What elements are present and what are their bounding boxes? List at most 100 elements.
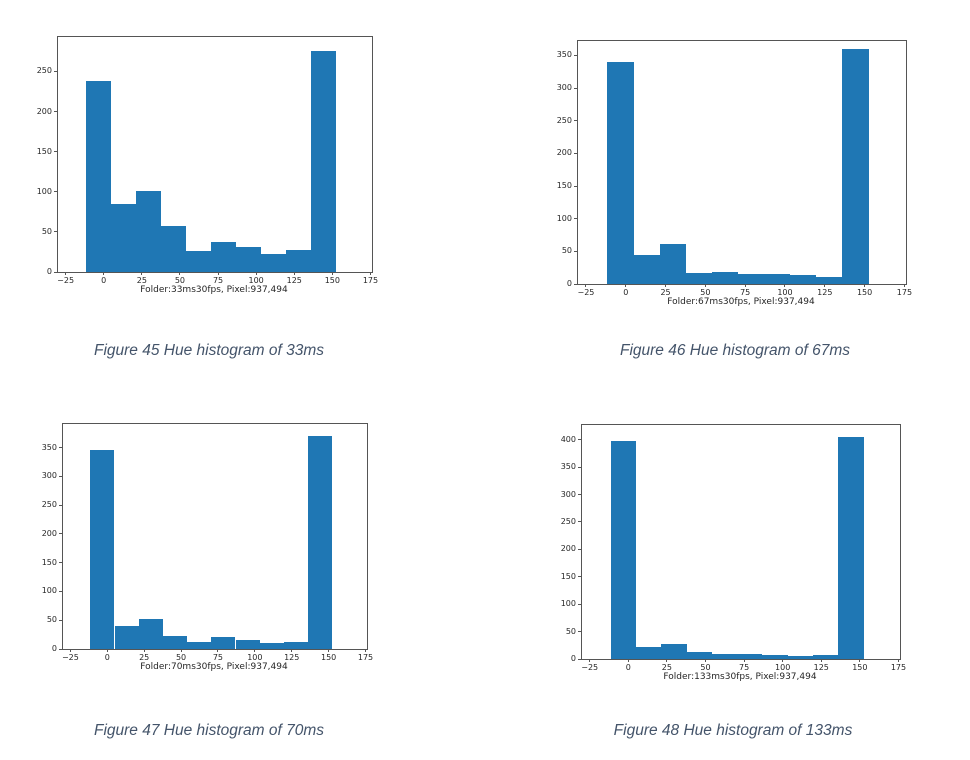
y-tick-mark xyxy=(578,548,581,550)
y-tick-mark xyxy=(574,185,577,187)
histogram-bar xyxy=(261,254,287,272)
x-axis-label-33ms: Folder:33ms30fps, Pixel:937,494 xyxy=(140,285,288,295)
x-tick-mark xyxy=(369,272,371,275)
x-tick-label: 100 xyxy=(777,288,793,297)
y-tick-label: 250 xyxy=(560,516,576,526)
y-tick-mark xyxy=(578,439,581,441)
x-tick-mark xyxy=(69,649,71,652)
histogram-bar xyxy=(607,61,634,284)
y-tick-label: 150 xyxy=(560,571,576,581)
y-tick-mark xyxy=(578,658,581,660)
y-tick-label: 350 xyxy=(556,50,572,60)
x-tick-label: 0 xyxy=(101,276,107,285)
x-axis-label-70ms: Folder:70ms30fps, Pixel:937,494 xyxy=(140,662,288,672)
histogram-bar xyxy=(211,242,237,272)
x-tick-mark xyxy=(627,659,629,662)
x-tick-label: 25 xyxy=(136,276,147,285)
histogram-bar xyxy=(90,449,115,649)
histogram-bar xyxy=(186,251,212,272)
x-tick-label: 0 xyxy=(623,288,629,297)
x-tick-label: −25 xyxy=(57,276,75,285)
x-tick-mark xyxy=(331,272,333,275)
y-tick-label: 100 xyxy=(36,186,52,196)
y-tick-mark xyxy=(59,475,62,477)
histogram-bar xyxy=(286,250,312,272)
figure-caption-45: Figure 45 Hue histogram of 33ms xyxy=(93,342,325,359)
hue-histogram-70ms-plot: 0 50 100 150 200 250 300 350 −25 0 25 50 75 100 125 150… xyxy=(42,423,373,662)
y-tick-label: 300 xyxy=(556,83,572,93)
y-tick-label: 50 xyxy=(41,226,52,236)
x-axis-label-67ms: Folder:67ms30fps, Pixel:937,494 xyxy=(667,297,815,307)
x-tick-label: 125 xyxy=(286,276,302,285)
x-tick-label: 25 xyxy=(139,653,150,662)
x-tick-label: 75 xyxy=(738,663,750,672)
x-tick-label: 150 xyxy=(856,288,873,297)
x-tick-label: 100 xyxy=(247,653,263,662)
x-tick-mark xyxy=(141,272,143,275)
x-tick-mark xyxy=(65,272,67,275)
y-tick-mark xyxy=(59,648,62,650)
x-tick-mark xyxy=(328,649,330,652)
y-tick-label: 250 xyxy=(36,66,52,76)
histogram-bar xyxy=(111,203,137,272)
x-tick-label: 25 xyxy=(661,663,672,672)
x-tick-label: 50 xyxy=(700,663,711,672)
x-axis-label-133ms: Folder:133ms30fps, Pixel:937,494 xyxy=(663,672,817,682)
y-tick-mark xyxy=(59,562,62,564)
y-tick-mark xyxy=(574,218,577,220)
x-tick-mark xyxy=(784,284,786,287)
histogram-bar xyxy=(738,273,765,284)
y-tick-label: 50 xyxy=(565,626,576,636)
histogram-bar xyxy=(686,652,712,659)
y-tick-label: 150 xyxy=(556,181,572,191)
y-tick-mark xyxy=(578,603,581,605)
x-tick-mark xyxy=(903,284,905,287)
y-tick-mark xyxy=(578,576,581,578)
y-tick-mark xyxy=(574,87,577,89)
histogram-bar xyxy=(211,637,236,649)
histogram-bar xyxy=(86,81,112,272)
y-tick-mark xyxy=(578,521,581,523)
y-tick-label: 400 xyxy=(560,434,576,444)
x-tick-mark xyxy=(255,272,257,275)
y-tick-mark xyxy=(574,54,577,56)
x-tick-label: 50 xyxy=(700,288,711,297)
y-tick-label: 200 xyxy=(41,528,57,538)
figure-caption-48: Figure 48 Hue histogram of 133ms xyxy=(613,722,853,739)
x-tick-mark xyxy=(859,659,861,662)
histogram-bar xyxy=(711,653,738,659)
histogram-bar xyxy=(308,436,333,649)
histogram-bar xyxy=(187,642,212,649)
x-tick-mark xyxy=(291,649,293,652)
y-tick-label: 350 xyxy=(560,462,576,472)
y-tick-label: 250 xyxy=(556,115,572,125)
histogram-bar xyxy=(711,272,739,284)
x-tick-label: 175 xyxy=(357,653,374,662)
x-tick-mark xyxy=(625,284,627,287)
y-tick-label: 200 xyxy=(36,106,52,116)
histogram-bar xyxy=(259,643,284,649)
figure-caption-46: Figure 46 Hue histogram of 67ms xyxy=(619,342,851,359)
histogram-bar xyxy=(235,640,260,649)
x-tick-mark xyxy=(743,659,745,662)
x-tick-mark xyxy=(665,284,667,287)
hue-histogram-67ms-plot: 0 50 100 150 200 250 300 350 −25 0 25 50 75 100 125 150… xyxy=(557,40,912,297)
x-tick-mark xyxy=(179,272,181,275)
x-tick-mark xyxy=(824,284,826,287)
y-tick-label: 0 xyxy=(570,654,576,663)
y-tick-mark xyxy=(578,631,581,633)
x-tick-mark xyxy=(106,649,108,652)
x-tick-mark xyxy=(864,284,866,287)
x-tick-mark xyxy=(143,649,145,652)
x-tick-mark xyxy=(666,659,668,662)
x-tick-label: 150 xyxy=(320,653,337,662)
histogram-bar xyxy=(816,276,843,284)
x-tick-label: 50 xyxy=(174,276,186,285)
histogram-bar xyxy=(114,625,139,649)
x-tick-mark xyxy=(254,649,256,652)
x-tick-label: 0 xyxy=(625,663,631,672)
x-tick-mark xyxy=(217,272,219,275)
x-tick-label: 175 xyxy=(890,663,907,672)
histogram-bar xyxy=(838,437,864,659)
y-tick-label: 100 xyxy=(556,213,572,223)
